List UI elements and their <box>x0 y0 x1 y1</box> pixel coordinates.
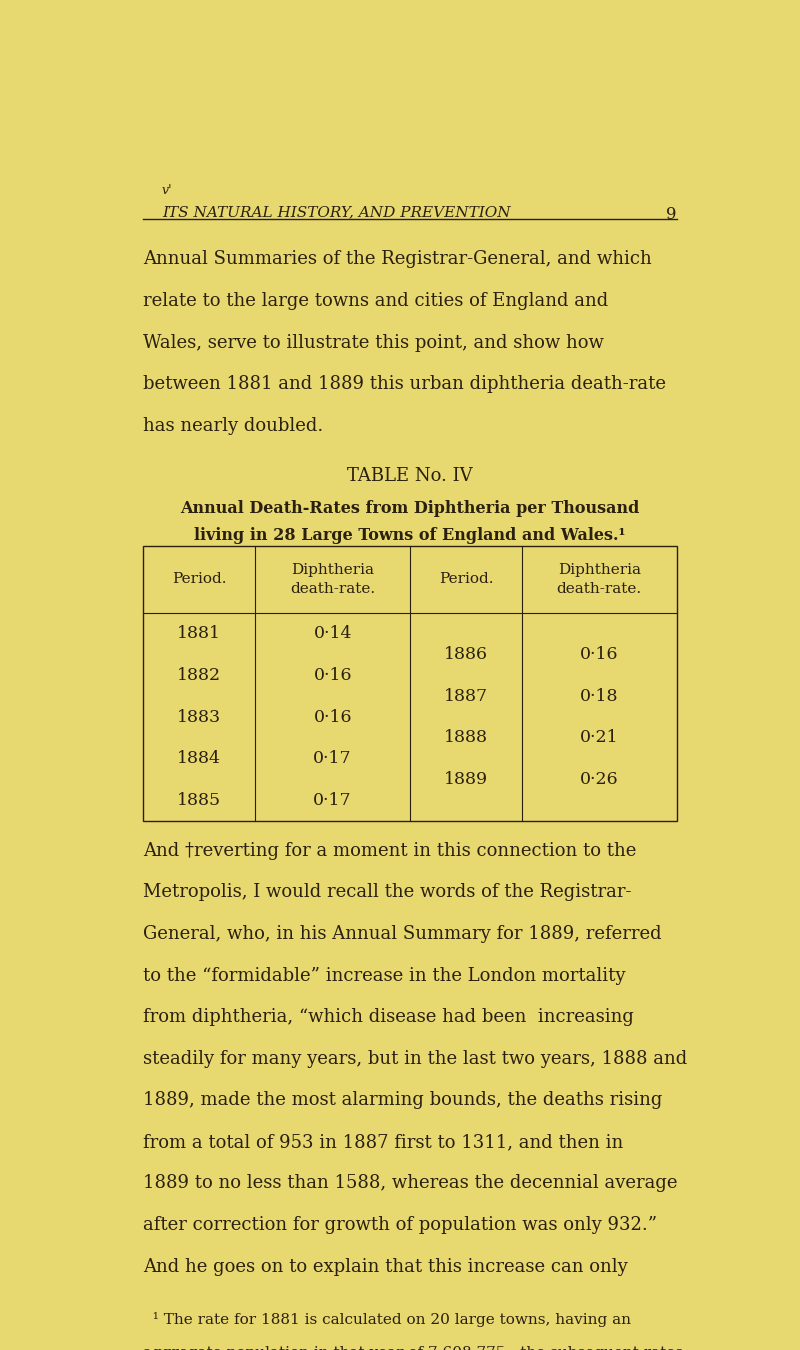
Text: TABLE No. IV: TABLE No. IV <box>347 467 473 485</box>
Text: ITS NATURAL HISTORY, AND PREVENTION: ITS NATURAL HISTORY, AND PREVENTION <box>162 205 510 220</box>
Text: 0·17: 0·17 <box>314 751 352 767</box>
Text: And †reverting for a moment in this connection to the: And †reverting for a moment in this conn… <box>143 842 637 860</box>
Text: 1883: 1883 <box>178 709 222 725</box>
Text: 0·14: 0·14 <box>314 625 352 643</box>
Text: 1884: 1884 <box>178 751 222 767</box>
Text: 0·21: 0·21 <box>580 729 618 747</box>
Text: Period.: Period. <box>438 572 494 586</box>
Text: Annual Death-Rates from Diphtheria per Thousand: Annual Death-Rates from Diphtheria per T… <box>180 500 640 517</box>
Text: 1885: 1885 <box>178 791 222 809</box>
Text: Diphtheria
death-rate.: Diphtheria death-rate. <box>557 563 642 595</box>
Text: 1889, made the most alarming bounds, the deaths rising: 1889, made the most alarming bounds, the… <box>143 1091 662 1110</box>
Text: from a total of 953 in 1887 first to 1311, and then in: from a total of 953 in 1887 first to 131… <box>143 1133 624 1152</box>
Text: has nearly doubled.: has nearly doubled. <box>143 417 324 435</box>
Text: 0·18: 0·18 <box>580 687 618 705</box>
Text: steadily for many years, but in the last two years, 1888 and: steadily for many years, but in the last… <box>143 1050 688 1068</box>
Text: 1887: 1887 <box>444 687 488 705</box>
Bar <box>143 545 677 821</box>
Text: 0·17: 0·17 <box>314 791 352 809</box>
Text: living in 28 Large Towns of England and Wales.¹: living in 28 Large Towns of England and … <box>194 526 626 544</box>
Text: 1882: 1882 <box>178 667 222 684</box>
Text: 0·16: 0·16 <box>580 647 618 663</box>
Text: ¹ The rate for 1881 is calculated on 20 large towns, having an: ¹ The rate for 1881 is calculated on 20 … <box>143 1312 631 1327</box>
Text: to the “formidable” increase in the London mortality: to the “formidable” increase in the Lond… <box>143 967 626 984</box>
Text: Diphtheria
death-rate.: Diphtheria death-rate. <box>290 563 375 595</box>
Text: v': v' <box>162 184 173 197</box>
Text: Metropolis, I would recall the words of the Registrar-: Metropolis, I would recall the words of … <box>143 883 632 902</box>
Text: Period.: Period. <box>172 572 226 586</box>
Text: between 1881 and 1889 this urban diphtheria death-rate: between 1881 and 1889 this urban diphthe… <box>143 375 666 393</box>
Text: after correction for growth of population was only 932.”: after correction for growth of populatio… <box>143 1216 658 1234</box>
Text: 1889: 1889 <box>444 771 488 788</box>
Text: 1886: 1886 <box>444 647 488 663</box>
Text: 1881: 1881 <box>178 625 222 643</box>
Text: from diphtheria, “which disease had been  increasing: from diphtheria, “which disease had been… <box>143 1008 634 1026</box>
Text: aggregate population in that year of 7,608,775 ; the subsequent rates: aggregate population in that year of 7,6… <box>143 1346 683 1350</box>
Text: Annual Summaries of the Registrar-General, and which: Annual Summaries of the Registrar-Genera… <box>143 250 652 269</box>
Text: Wales, serve to illustrate this point, and show how: Wales, serve to illustrate this point, a… <box>143 333 604 351</box>
Text: 1889 to no less than 1588, whereas the decennial average: 1889 to no less than 1588, whereas the d… <box>143 1174 678 1192</box>
Text: 0·26: 0·26 <box>580 771 618 788</box>
Text: 9: 9 <box>666 205 677 223</box>
Text: 1888: 1888 <box>444 729 488 747</box>
Text: 0·16: 0·16 <box>314 667 352 684</box>
Text: General, who, in his Annual Summary for 1889, referred: General, who, in his Annual Summary for … <box>143 925 662 944</box>
Text: And he goes on to explain that this increase can only: And he goes on to explain that this incr… <box>143 1258 628 1276</box>
Text: relate to the large towns and cities of England and: relate to the large towns and cities of … <box>143 292 609 311</box>
Text: 0·16: 0·16 <box>314 709 352 725</box>
